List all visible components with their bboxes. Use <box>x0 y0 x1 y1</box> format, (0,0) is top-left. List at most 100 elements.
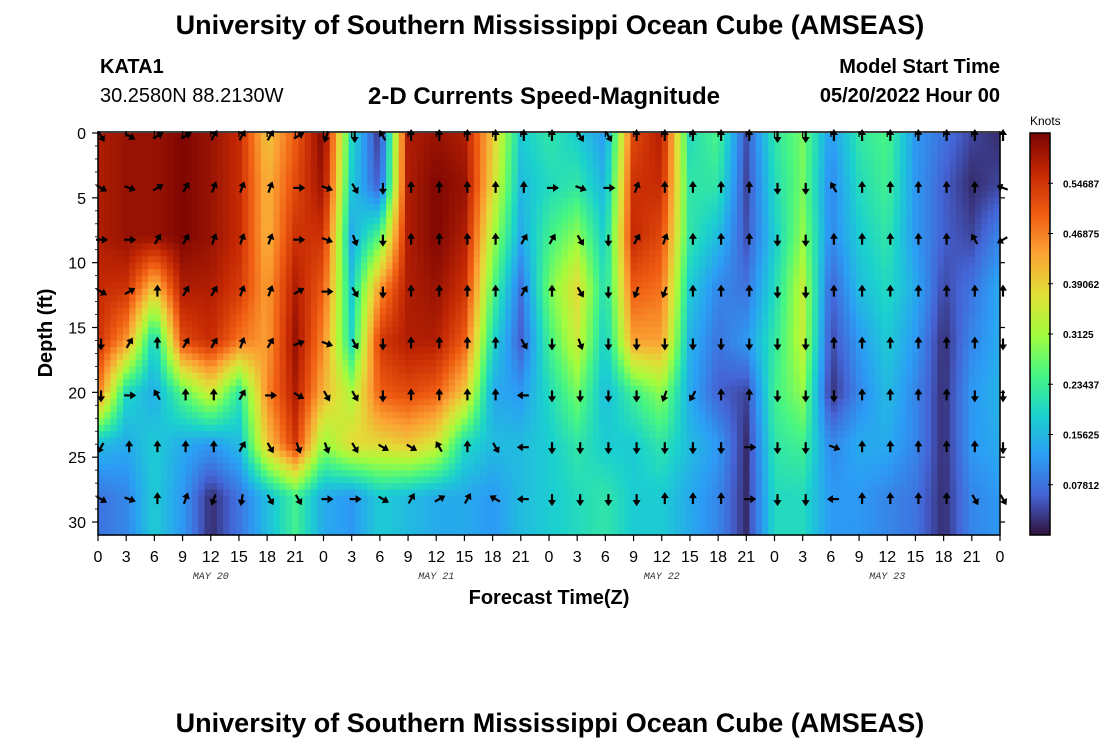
heatmap-cell <box>931 178 938 186</box>
heatmap-cell <box>674 301 682 309</box>
heatmap-cell <box>191 269 199 277</box>
heatmap-cell <box>191 197 199 205</box>
heatmap-cell <box>141 165 149 173</box>
heatmap-cell <box>348 346 356 355</box>
heatmap-cell <box>993 275 1001 283</box>
heatmap-cell <box>586 256 594 264</box>
heatmap-cell <box>248 152 256 160</box>
heatmap-cell <box>273 314 281 322</box>
heatmap-cell <box>217 340 224 348</box>
heatmap-cell <box>229 158 237 167</box>
heatmap-cell <box>592 158 600 167</box>
heatmap-cell <box>185 346 193 355</box>
heatmap-cell <box>605 171 613 179</box>
heatmap-cell <box>555 152 563 160</box>
heatmap-cell <box>949 321 957 329</box>
heatmap-cell <box>235 139 243 147</box>
heatmap-cell <box>436 204 444 212</box>
heatmap-cell <box>386 314 393 322</box>
model-start-value: 05/20/2022 Hour 00 <box>819 85 1000 107</box>
heatmap-cell <box>599 353 606 361</box>
heatmap-cell <box>486 210 494 218</box>
heatmap-cell <box>599 197 606 205</box>
heatmap-cell <box>549 145 556 154</box>
heatmap-cell <box>599 327 606 335</box>
heatmap-cell <box>699 178 707 186</box>
heatmap-cell <box>937 210 945 218</box>
heatmap-cell <box>455 327 462 335</box>
heatmap-cell <box>486 288 494 296</box>
heatmap-cell <box>874 282 882 290</box>
heatmap-cell <box>749 184 757 192</box>
heatmap-cell <box>843 165 851 173</box>
heatmap-cell <box>668 210 675 218</box>
heatmap-cell <box>549 178 556 186</box>
heatmap-cell <box>843 178 851 186</box>
heatmap-cell <box>630 256 638 264</box>
heatmap-cell <box>824 262 832 270</box>
heatmap-cell <box>730 158 738 167</box>
heatmap-cell <box>924 230 932 238</box>
heatmap-cell <box>912 295 920 303</box>
heatmap-cell <box>893 139 901 147</box>
heatmap-cell <box>636 204 644 212</box>
heatmap-cell <box>874 191 882 199</box>
heatmap-cell <box>536 269 544 277</box>
heatmap-cell <box>148 321 155 329</box>
heatmap-cell <box>824 275 832 283</box>
heatmap-cell <box>135 308 143 316</box>
heatmap-cell <box>298 178 306 186</box>
heatmap-cell <box>724 178 732 186</box>
heatmap-cell <box>404 321 412 329</box>
heatmap-cell <box>655 223 663 231</box>
heatmap-cell <box>931 217 938 225</box>
heatmap-cell <box>705 346 713 355</box>
heatmap-cell <box>668 243 675 251</box>
heatmap-cell <box>555 256 563 264</box>
heatmap-cell <box>849 236 857 244</box>
heatmap-cell <box>993 262 1001 270</box>
heatmap-cell <box>505 262 513 270</box>
heatmap-cell <box>442 217 450 225</box>
heatmap-cell <box>799 262 807 270</box>
heatmap-cell <box>198 223 206 231</box>
heatmap-cell <box>787 301 794 309</box>
heatmap-cell <box>336 217 343 225</box>
heatmap-cell <box>630 145 638 154</box>
heatmap-cell <box>254 346 262 355</box>
heatmap-cell <box>104 230 112 238</box>
heatmap-cell <box>743 197 751 205</box>
heatmap-cell <box>849 152 857 160</box>
heatmap-cell <box>605 327 613 335</box>
heatmap-cell <box>605 321 613 329</box>
heatmap-cell <box>949 145 957 154</box>
heatmap-cell <box>555 145 563 154</box>
heatmap-cell <box>630 327 638 335</box>
heatmap-cell <box>448 184 456 192</box>
heatmap-cell <box>116 204 124 212</box>
heatmap-cell <box>567 262 575 270</box>
heatmap-cell <box>906 308 913 316</box>
heatmap-cell <box>699 334 707 342</box>
heatmap-cell <box>749 145 757 154</box>
heatmap-cell <box>254 262 262 270</box>
heatmap-cell <box>924 223 932 231</box>
heatmap-cell <box>887 158 895 167</box>
heatmap-cell <box>818 249 826 257</box>
heatmap-cell <box>135 236 143 244</box>
heatmap-cell <box>981 152 989 160</box>
heatmap-cell <box>605 269 613 277</box>
heatmap-cell <box>837 308 844 316</box>
heatmap-cell <box>480 158 487 167</box>
heatmap-cell <box>229 295 237 303</box>
heatmap-cell <box>260 210 268 218</box>
heatmap-cell <box>874 308 882 316</box>
heatmap-cell <box>467 210 475 218</box>
heatmap-cell <box>348 184 356 192</box>
heatmap-cell <box>693 321 700 329</box>
heatmap-cell <box>655 204 663 212</box>
heatmap-cell <box>473 327 481 335</box>
heatmap-cell <box>436 295 444 303</box>
heatmap-cell <box>636 340 644 348</box>
heatmap-cell <box>830 145 838 154</box>
